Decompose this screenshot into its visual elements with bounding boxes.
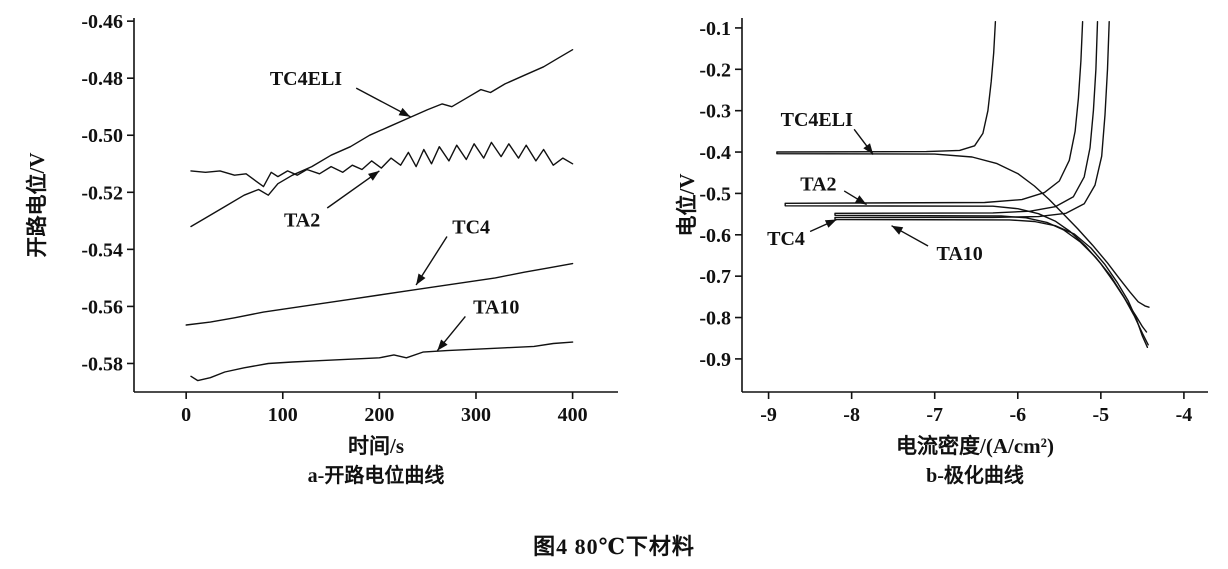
y-tick-label: -0.46 — [81, 11, 123, 33]
x-tick-label: 300 — [461, 404, 491, 426]
y-tick-label: -0.5 — [699, 183, 731, 205]
y-axis-label: 电位/V — [675, 174, 699, 237]
series-line-tc4 — [185, 262, 574, 326]
series-line-tc4eli — [190, 49, 574, 228]
x-tick-label: 0 — [181, 404, 191, 426]
open-circuit-potential-chart: 0 100 200 300 400 -0.46 -0.48 -0.50 -0.52 -0.54 -0… — [25, 11, 618, 487]
y-tick-label: -0.56 — [81, 296, 123, 318]
annotation-arrowhead — [437, 339, 448, 351]
series-line-ta10 — [834, 21, 1149, 348]
annotation-arrowhead — [891, 225, 904, 235]
y-tick-label: -0.1 — [699, 18, 731, 40]
y-tick-label: -0.48 — [81, 68, 123, 90]
series-line-ta10 — [190, 341, 574, 382]
x-tick-label: -8 — [843, 404, 860, 426]
y-tick-label: -0.54 — [81, 239, 123, 261]
y-tick-label: -0.2 — [699, 59, 731, 81]
chart-subtitle: a-开路电位曲线 — [308, 463, 445, 487]
y-tick-label: -0.6 — [699, 225, 731, 247]
series-line-ta2 — [784, 21, 1148, 333]
x-tick-label: -4 — [1176, 404, 1193, 426]
y-tick-label: -0.7 — [699, 266, 731, 288]
x-tick-label: 400 — [558, 404, 588, 426]
y-tick-label: -0.3 — [699, 101, 731, 123]
series-line-tc4 — [834, 21, 1149, 346]
annotation-label-tc4: TC4 — [452, 217, 490, 239]
annotation-label-ta2: TA2 — [800, 173, 836, 195]
x-tick-label: -9 — [760, 404, 777, 426]
y-tick-label: -0.4 — [699, 142, 731, 164]
annotation-arrowhead — [416, 273, 426, 285]
annotation-label-ta2: TA2 — [284, 209, 320, 231]
x-axis-label: 电流密度/(A/cm²) — [896, 434, 1054, 458]
annotation-arrowhead — [368, 170, 380, 181]
x-tick-label: -7 — [926, 404, 943, 426]
x-tick-label: 200 — [364, 404, 394, 426]
polarization-curve-chart: -9 -8 -7 -6 -5 -4 -0.1 -0.2 -0.3 -0.4 -0.5 -0.6 -0.7… — [675, 18, 1208, 487]
x-axis-label: 时间/s — [348, 434, 404, 458]
series-line-ta2 — [190, 141, 574, 188]
y-tick-label: -0.50 — [81, 125, 123, 147]
y-tick-label: -0.9 — [699, 349, 731, 371]
annotation-label-ta10: TA10 — [936, 243, 982, 265]
annotation-arrowhead — [824, 219, 837, 228]
y-axis-label: 开路电位/V — [25, 153, 49, 258]
annotation-label-tc4eli: TC4ELI — [270, 68, 342, 90]
annotation-arrowhead — [863, 143, 874, 155]
y-tick-label: -0.52 — [81, 182, 123, 204]
y-tick-label: -0.8 — [699, 308, 731, 330]
y-tick-label: -0.58 — [81, 353, 123, 375]
annotation-label-ta10: TA10 — [473, 296, 519, 318]
annotation-label-tc4: TC4 — [767, 228, 805, 250]
figure-caption: 图4 80℃下材料 — [533, 534, 695, 559]
series-line-tc4eli — [776, 21, 1150, 308]
chart-subtitle: b-极化曲线 — [926, 463, 1024, 487]
x-tick-label: -6 — [1009, 404, 1026, 426]
annotation-label-tc4eli: TC4ELI — [781, 109, 853, 131]
annotation-arrowhead — [398, 107, 411, 117]
x-tick-label: -5 — [1093, 404, 1110, 426]
annotation-arrowhead — [855, 195, 867, 205]
x-tick-label: 100 — [268, 404, 298, 426]
